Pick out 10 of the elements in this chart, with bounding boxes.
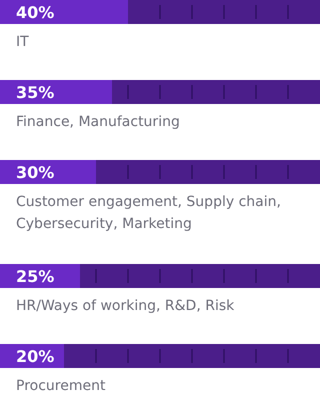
y-tick-label: Customer engagement, Supply chain, Cybersecurity, Marketing	[16, 194, 281, 232]
y-tick-label: Finance, Manufacturing	[16, 114, 180, 130]
data-label: 20%	[16, 347, 54, 366]
data-label: 30%	[16, 163, 54, 182]
data-label: 35%	[16, 83, 54, 102]
y-tick-label: Procurement	[16, 378, 106, 394]
data-label: 40%	[16, 3, 54, 22]
data-label: 25%	[16, 267, 54, 286]
y-tick-label: HR/Ways of working, R&D, Risk	[16, 298, 236, 314]
y-tick-label: IT	[16, 34, 30, 50]
